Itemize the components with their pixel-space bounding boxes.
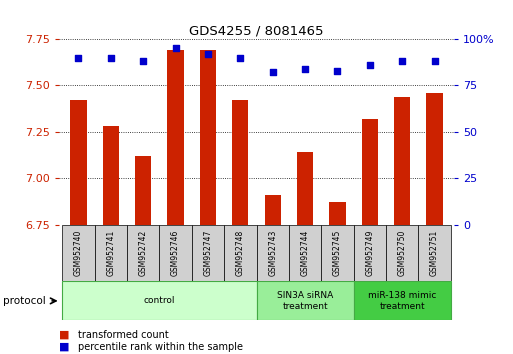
Bar: [321, 225, 353, 281]
Text: transformed count: transformed count: [78, 330, 169, 339]
Text: GSM952751: GSM952751: [430, 230, 439, 276]
Text: SIN3A siRNA
treatment: SIN3A siRNA treatment: [277, 291, 333, 310]
Point: [236, 55, 244, 60]
Text: miR-138 mimic
treatment: miR-138 mimic treatment: [368, 291, 437, 310]
Text: ■: ■: [59, 330, 69, 339]
Text: GSM952747: GSM952747: [204, 230, 212, 276]
Point: [171, 45, 180, 51]
Bar: [127, 225, 160, 281]
Bar: [200, 50, 216, 225]
Bar: [232, 100, 248, 225]
Point: [430, 58, 439, 64]
Point: [366, 62, 374, 68]
Text: GSM952743: GSM952743: [268, 230, 277, 276]
Bar: [265, 195, 281, 225]
Point: [333, 68, 342, 73]
Bar: [289, 225, 321, 281]
Bar: [329, 202, 346, 225]
Text: GSM952741: GSM952741: [106, 230, 115, 276]
Text: GSM952749: GSM952749: [365, 230, 374, 276]
Bar: [386, 225, 419, 281]
Text: GSM952750: GSM952750: [398, 230, 407, 276]
Point: [204, 51, 212, 57]
Text: protocol: protocol: [3, 296, 45, 306]
Text: GSM952745: GSM952745: [333, 230, 342, 276]
Text: GSM952746: GSM952746: [171, 230, 180, 276]
Bar: [256, 225, 289, 281]
Bar: [362, 119, 378, 225]
Bar: [426, 93, 443, 225]
Bar: [103, 126, 119, 225]
Point: [398, 58, 406, 64]
Bar: [297, 152, 313, 225]
Text: GSM952740: GSM952740: [74, 230, 83, 276]
Point: [107, 55, 115, 60]
Text: GSM952742: GSM952742: [139, 230, 148, 276]
Bar: [192, 225, 224, 281]
Bar: [62, 281, 256, 320]
Text: GSM952744: GSM952744: [301, 230, 309, 276]
Text: control: control: [144, 296, 175, 306]
Bar: [135, 156, 151, 225]
Title: GDS4255 / 8081465: GDS4255 / 8081465: [189, 25, 324, 38]
Text: percentile rank within the sample: percentile rank within the sample: [78, 342, 244, 352]
Point: [139, 58, 147, 64]
Bar: [394, 97, 410, 225]
Text: ■: ■: [59, 342, 69, 352]
Point: [269, 69, 277, 75]
Point: [301, 66, 309, 72]
Bar: [70, 100, 87, 225]
Bar: [160, 225, 192, 281]
Bar: [419, 225, 451, 281]
Bar: [94, 225, 127, 281]
Point: [74, 55, 83, 60]
Bar: [224, 225, 256, 281]
Bar: [353, 225, 386, 281]
Bar: [167, 50, 184, 225]
Bar: [353, 281, 451, 320]
Bar: [256, 281, 353, 320]
Bar: [62, 225, 94, 281]
Text: GSM952748: GSM952748: [236, 230, 245, 276]
